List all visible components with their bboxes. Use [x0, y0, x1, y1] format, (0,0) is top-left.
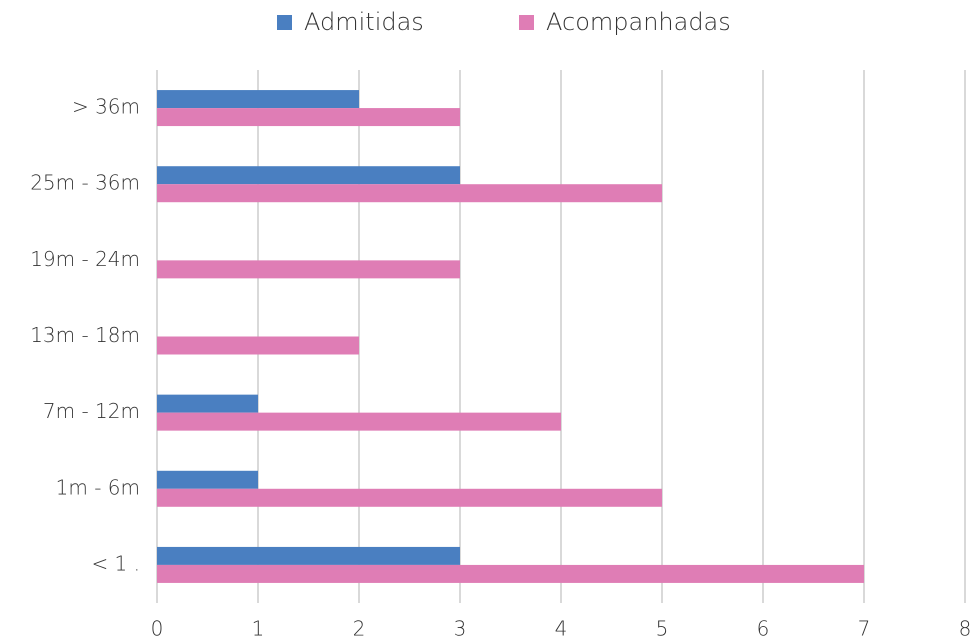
x-tick-label: 6 — [757, 617, 770, 641]
x-tick-label: 2 — [353, 617, 366, 641]
x-tick-label: 0 — [151, 617, 164, 641]
bar — [157, 412, 561, 431]
y-tick-label: 13m - 18m — [30, 323, 140, 347]
bar — [157, 184, 662, 203]
x-tick-label: 3 — [454, 617, 467, 641]
x-tick-label: 4 — [555, 617, 568, 641]
x-tick-label: 1 — [252, 617, 265, 641]
bar — [157, 166, 460, 185]
legend-swatch — [277, 15, 292, 30]
legend-label: Acompanhadas — [546, 8, 731, 36]
bar — [157, 470, 258, 489]
y-tick-label: 1m - 6m — [56, 475, 140, 499]
y-tick-label: 19m - 24m — [30, 247, 140, 271]
legend-label: Admitidas — [304, 8, 424, 36]
bar — [157, 260, 460, 279]
y-tick-label: < 1 . — [91, 551, 140, 575]
bar — [157, 336, 359, 355]
x-tick-label: 8 — [959, 617, 971, 641]
x-tick-label: 5 — [656, 617, 669, 641]
bar — [157, 564, 864, 583]
x-tick-label: 7 — [858, 617, 871, 641]
bar — [157, 488, 662, 507]
bar — [157, 546, 460, 565]
bar — [157, 394, 258, 413]
bar — [157, 108, 460, 127]
y-tick-label: > 36m — [72, 95, 140, 119]
bar — [157, 90, 359, 109]
y-tick-label: 7m - 12m — [43, 399, 140, 423]
y-tick-label: 25m - 36m — [30, 171, 140, 195]
legend-swatch — [519, 15, 534, 30]
